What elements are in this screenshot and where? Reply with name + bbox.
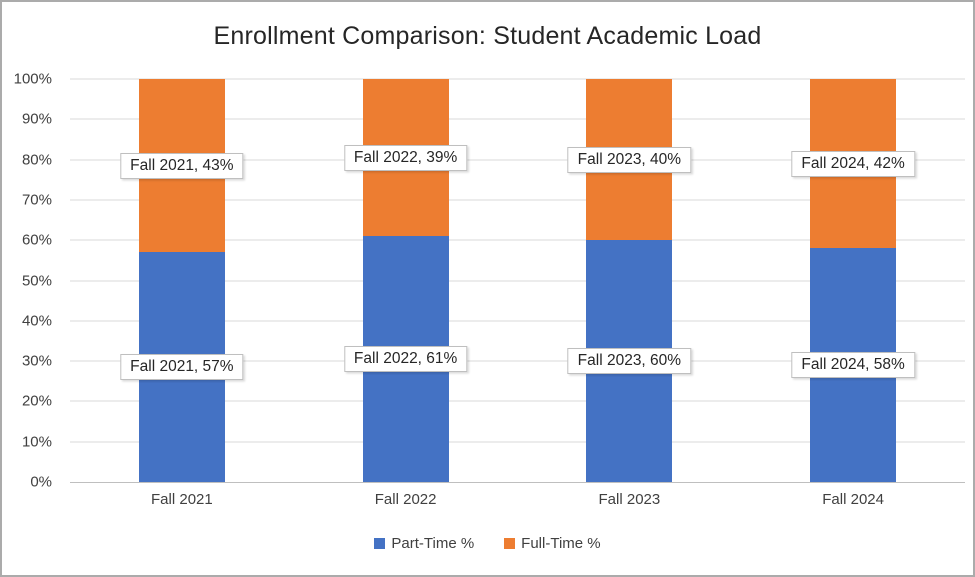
data-label-part-time: Fall 2022, 61% [343,346,468,373]
legend-item-full-time: Full-Time % [504,535,601,552]
gridline [70,199,965,201]
data-label-part-time: Fall 2023, 60% [567,348,692,375]
gridline [70,360,965,362]
data-label-full-time: Fall 2024, 42% [791,150,915,177]
data-label-full-time: Fall 2022, 39% [343,144,468,171]
y-axis-tick-label: 90% [21,110,52,128]
x-axis: Fall 2021 Fall 2022 Fall 2023 Fall 2024 [70,491,965,513]
y-axis-tick-label: 100% [13,70,52,88]
data-label-full-time: Fall 2021, 43% [120,152,244,179]
gridline [70,441,965,443]
y-axis-tick-label: 60% [21,231,52,249]
y-axis-tick-label: 30% [21,352,52,370]
data-label-part-time: Fall 2021, 57% [120,354,244,381]
plot-area: Fall 2021, 57% Fall 2021, 43% Fall 2022, 6… [70,78,965,483]
gridline [70,159,965,161]
y-axis-tick-label: 40% [21,312,52,330]
gridline [70,320,965,322]
legend-swatch-icon [374,538,386,549]
gridline [70,400,965,402]
legend-label: Full-Time % [521,535,601,552]
chart-title: Enrollment Comparison: Student Academic … [213,22,762,50]
gridline [70,118,965,120]
data-label-part-time: Fall 2024, 58% [791,352,915,379]
x-axis-category-label: Fall 2024 [822,491,884,508]
gridline [70,280,965,281]
y-axis-tick-label: 10% [21,433,52,451]
y-axis-tick-label: 70% [21,191,52,209]
gridline [70,239,965,241]
legend-label: Part-Time % [391,535,475,552]
legend-item-part-time: Part-Time % [374,535,474,552]
y-axis-tick-label: 0% [30,473,52,491]
y-axis-tick-label: 20% [21,392,52,410]
x-axis-category-label: Fall 2021 [151,491,213,508]
x-axis-line [70,482,965,483]
x-axis-category-label: Fall 2022 [374,491,437,508]
legend-swatch-icon [504,538,516,549]
x-axis-category-label: Fall 2023 [598,491,661,508]
y-axis: 0% 10% 20% 30% 40% 50% 60% 70% 80% 90% 100% [2,71,60,491]
legend: Part-Time % Full-Time % [2,535,973,552]
data-label-full-time: Fall 2023, 40% [567,146,692,173]
y-axis-tick-label: 80% [21,151,52,169]
gridline [70,78,965,80]
y-axis-tick-label: 50% [21,272,52,289]
